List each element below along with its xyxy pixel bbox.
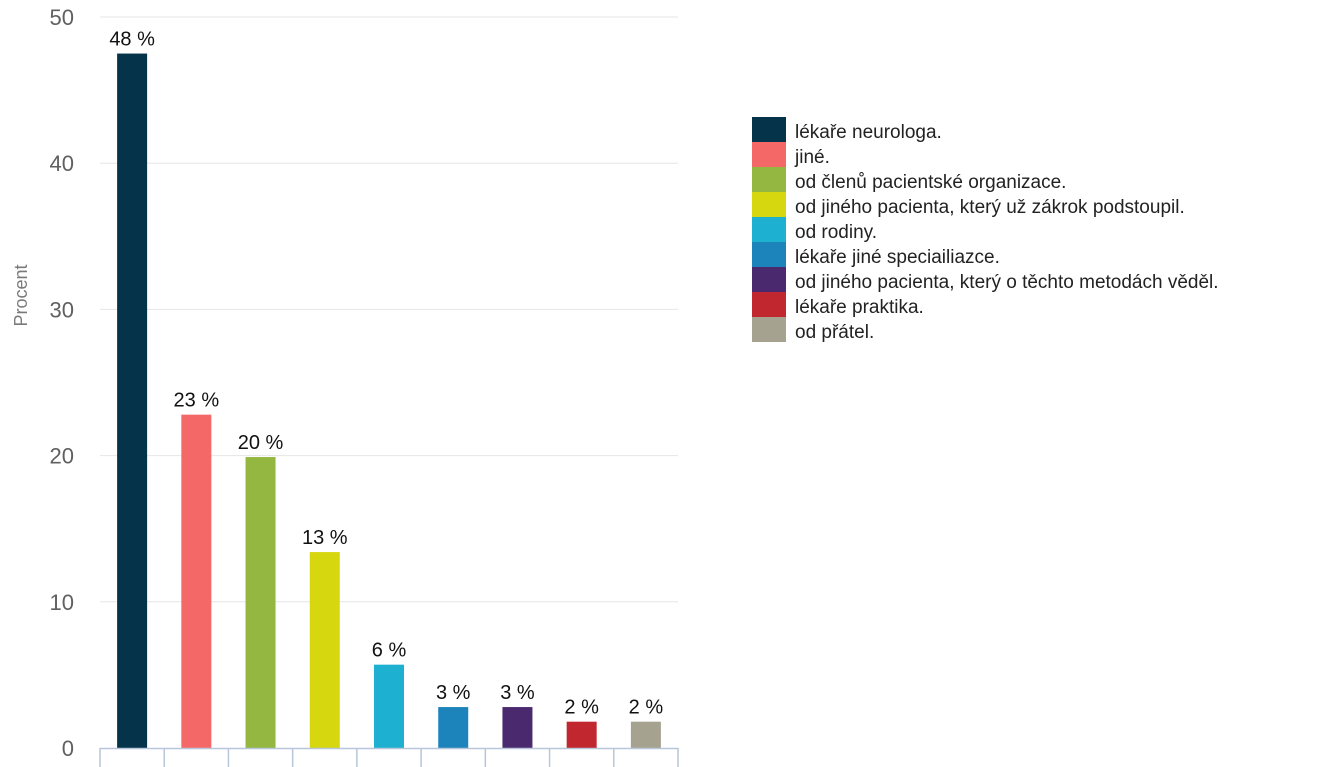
data-label: 23 % (174, 390, 220, 412)
legend-swatch (752, 142, 786, 167)
bar (438, 707, 469, 748)
x-axis (99, 747, 679, 767)
legend-label: lékaře neurologa. (795, 122, 942, 143)
legend-item[interactable]: od jiného pacienta, který už zákrok pods… (752, 192, 1219, 217)
data-label: 3 % (436, 682, 471, 704)
y-tick-label: 10 (50, 590, 74, 615)
data-label: 2 % (629, 697, 664, 719)
legend-swatch (752, 217, 786, 242)
data-label: 20 % (238, 432, 284, 454)
legend-label: lékaře jiné speciailiazce. (795, 247, 1000, 268)
legend-label: lékaře praktika. (795, 297, 924, 318)
legend-item[interactable]: od rodiny. (752, 217, 1219, 242)
legend-swatch (752, 317, 786, 342)
y-axis-title: Procent (11, 264, 31, 326)
legend-swatch (752, 292, 786, 317)
bar (181, 414, 212, 748)
y-tick-label: 40 (50, 151, 74, 176)
bar (566, 721, 597, 748)
legend-item[interactable]: lékaře jiné speciailiazce. (752, 242, 1219, 267)
legend-label: od členů pacientské organizace. (795, 172, 1067, 193)
data-label: 6 % (372, 640, 407, 662)
legend-swatch (752, 242, 786, 267)
data-label: 3 % (500, 682, 535, 704)
y-tick-label: 30 (50, 297, 74, 322)
y-axis-tick-labels: 0 10 20 30 40 50 (50, 5, 74, 761)
bar (502, 707, 533, 748)
legend-swatch (752, 267, 786, 292)
legend-label: od jiného pacienta, který o těchto metod… (795, 272, 1219, 293)
legend-label: od rodiny. (795, 222, 878, 243)
data-label: 2 % (564, 697, 599, 719)
bars (117, 53, 661, 749)
legend: lékaře neurologa. jiné. od členů pacientsk… (752, 117, 1219, 342)
legend-item[interactable]: lékaře neurologa. (752, 117, 1219, 142)
legend-item[interactable]: od členů pacientské organizace. (752, 167, 1219, 192)
legend-swatch (752, 192, 786, 217)
bar (117, 53, 148, 749)
y-tick-label: 50 (50, 5, 74, 30)
data-label: 48 % (109, 29, 155, 51)
data-label: 13 % (302, 527, 348, 549)
legend-swatch (752, 117, 786, 142)
legend-item[interactable]: jiné. (752, 142, 1219, 167)
legend-swatch (752, 167, 786, 192)
legend-label: od jiného pacienta, který už zákrok pods… (795, 197, 1185, 218)
legend-label: jiné. (795, 147, 830, 168)
bar (245, 457, 276, 748)
bar (374, 664, 404, 748)
y-tick-label: 20 (50, 444, 74, 469)
bar (309, 552, 340, 748)
legend-item[interactable]: lékaře praktika. (752, 292, 1219, 317)
bar (630, 721, 661, 748)
y-tick-label: 0 (62, 736, 74, 761)
legend-label: od přátel. (795, 322, 875, 343)
legend-item[interactable]: od jiného pacienta, který o těchto metod… (752, 267, 1219, 292)
data-labels: 48 % 23 % 20 % 13 % 6 % 3 % 3 % 2 % 2 % (109, 29, 663, 719)
legend-item[interactable]: od přátel. (752, 317, 1219, 342)
